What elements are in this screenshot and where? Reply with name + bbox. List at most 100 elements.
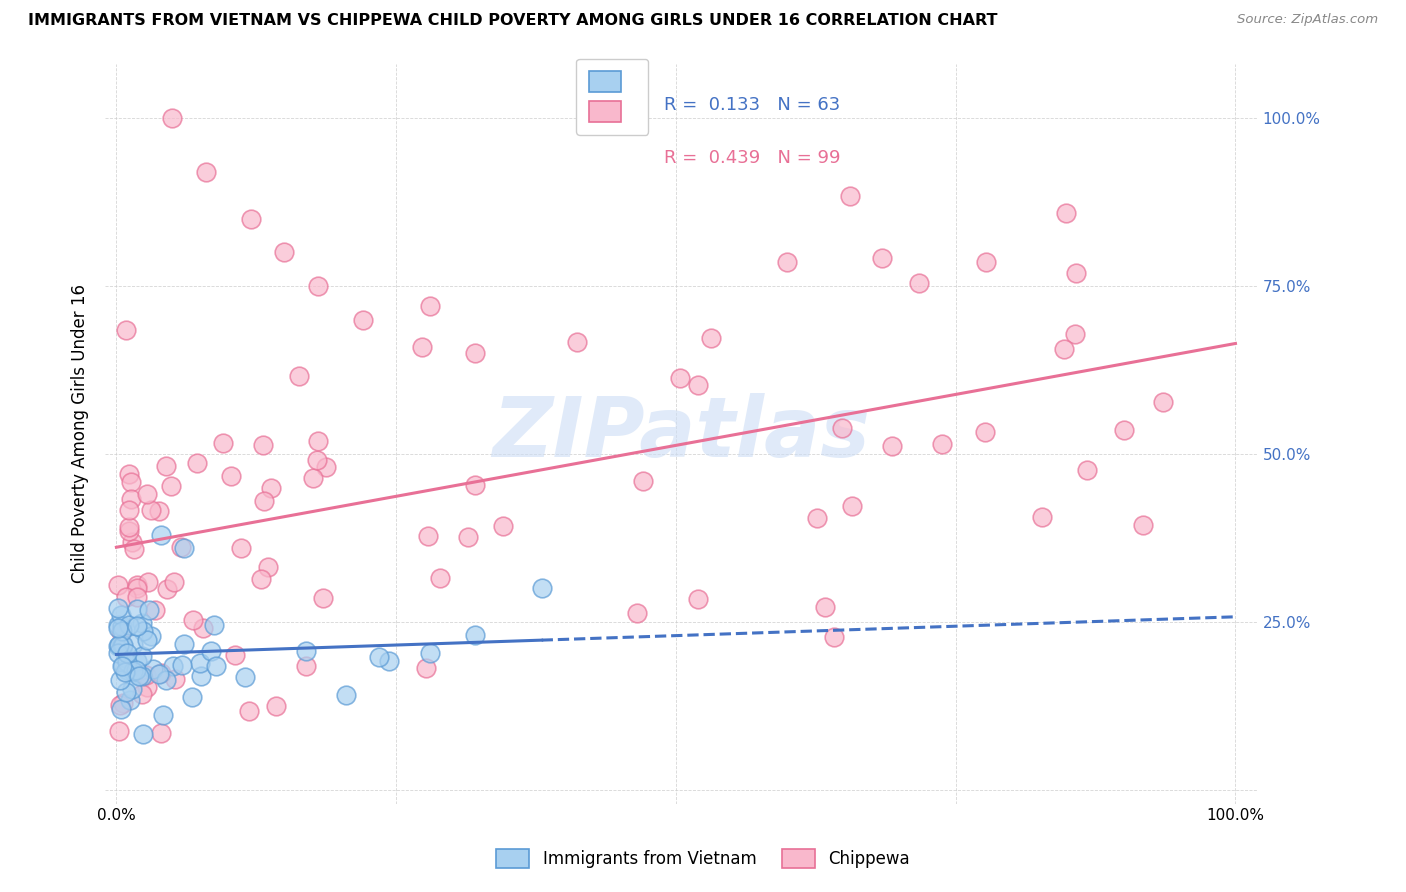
- Point: [974, 255, 997, 269]
- Point: [1064, 265, 1087, 279]
- Point: [173, 541, 195, 556]
- Point: [252, 437, 274, 451]
- Point: [155, 458, 177, 473]
- Point: [114, 590, 136, 604]
- Point: [415, 661, 437, 675]
- Point: [125, 581, 148, 595]
- Point: [118, 520, 141, 534]
- Point: [111, 619, 134, 633]
- Point: [115, 646, 138, 660]
- Point: [1054, 206, 1077, 220]
- Point: [429, 571, 451, 585]
- Point: [145, 602, 167, 616]
- Point: [115, 650, 138, 665]
- Point: [567, 335, 589, 350]
- Point: [131, 727, 153, 741]
- Point: [974, 425, 997, 439]
- Point: [162, 111, 184, 125]
- Point: [312, 591, 335, 606]
- Point: [233, 670, 256, 684]
- Point: [1031, 510, 1053, 524]
- Point: [908, 276, 931, 290]
- Point: [264, 698, 287, 713]
- Point: [125, 619, 148, 633]
- Point: [115, 663, 138, 677]
- Point: [367, 649, 389, 664]
- Point: [463, 346, 485, 360]
- Point: [880, 439, 903, 453]
- Point: [114, 323, 136, 337]
- Point: [136, 487, 159, 501]
- Point: [464, 477, 486, 491]
- Point: [131, 668, 153, 682]
- Point: [107, 621, 129, 635]
- Point: [273, 245, 295, 260]
- Point: [118, 467, 141, 481]
- Point: [110, 702, 132, 716]
- Point: [457, 530, 479, 544]
- Point: [186, 456, 208, 470]
- Point: [419, 646, 441, 660]
- Point: [135, 668, 157, 682]
- Text: R =  0.439   N = 99: R = 0.439 N = 99: [664, 149, 841, 167]
- Point: [120, 491, 142, 506]
- Point: [188, 656, 211, 670]
- Point: [122, 637, 145, 651]
- Point: [155, 673, 177, 687]
- Point: [121, 534, 143, 549]
- Point: [169, 540, 191, 554]
- Point: [122, 542, 145, 557]
- Point: [806, 511, 828, 525]
- Point: [307, 453, 329, 467]
- Point: [841, 499, 863, 513]
- Point: [132, 624, 155, 638]
- Text: ZIPatlas: ZIPatlas: [492, 393, 870, 475]
- Point: [162, 659, 184, 673]
- Point: [686, 378, 709, 392]
- Point: [110, 607, 132, 622]
- Point: [194, 165, 217, 179]
- Point: [814, 599, 837, 614]
- Point: [688, 592, 710, 607]
- Point: [150, 528, 173, 542]
- Point: [260, 481, 283, 495]
- Point: [870, 252, 893, 266]
- Point: [1112, 423, 1135, 437]
- Point: [307, 434, 329, 448]
- Text: R =  0.133   N = 63: R = 0.133 N = 63: [664, 96, 841, 114]
- Point: [163, 575, 186, 590]
- Point: [107, 723, 129, 738]
- Y-axis label: Child Poverty Among Girls Under 16: Child Poverty Among Girls Under 16: [72, 285, 89, 583]
- Point: [114, 665, 136, 679]
- Point: [411, 340, 433, 354]
- Point: [118, 693, 141, 707]
- Point: [110, 624, 132, 639]
- Point: [115, 655, 138, 669]
- Point: [128, 669, 150, 683]
- Text: Source: ZipAtlas.com: Source: ZipAtlas.com: [1237, 13, 1378, 27]
- Point: [127, 654, 149, 668]
- Point: [669, 371, 692, 385]
- Point: [111, 639, 134, 653]
- Point: [111, 658, 134, 673]
- Point: [118, 524, 141, 538]
- Point: [212, 436, 235, 450]
- Legend: , : ,: [576, 59, 648, 135]
- Point: [307, 279, 329, 293]
- Point: [112, 657, 135, 672]
- Point: [249, 572, 271, 586]
- Point: [295, 658, 318, 673]
- Point: [156, 582, 179, 597]
- Point: [626, 606, 648, 620]
- Point: [191, 621, 214, 635]
- Point: [253, 493, 276, 508]
- Point: [125, 578, 148, 592]
- Point: [239, 211, 262, 226]
- Point: [416, 529, 439, 543]
- Point: [131, 616, 153, 631]
- Point: [111, 638, 134, 652]
- Point: [315, 460, 337, 475]
- Point: [108, 698, 131, 712]
- Point: [700, 331, 723, 345]
- Point: [378, 654, 401, 668]
